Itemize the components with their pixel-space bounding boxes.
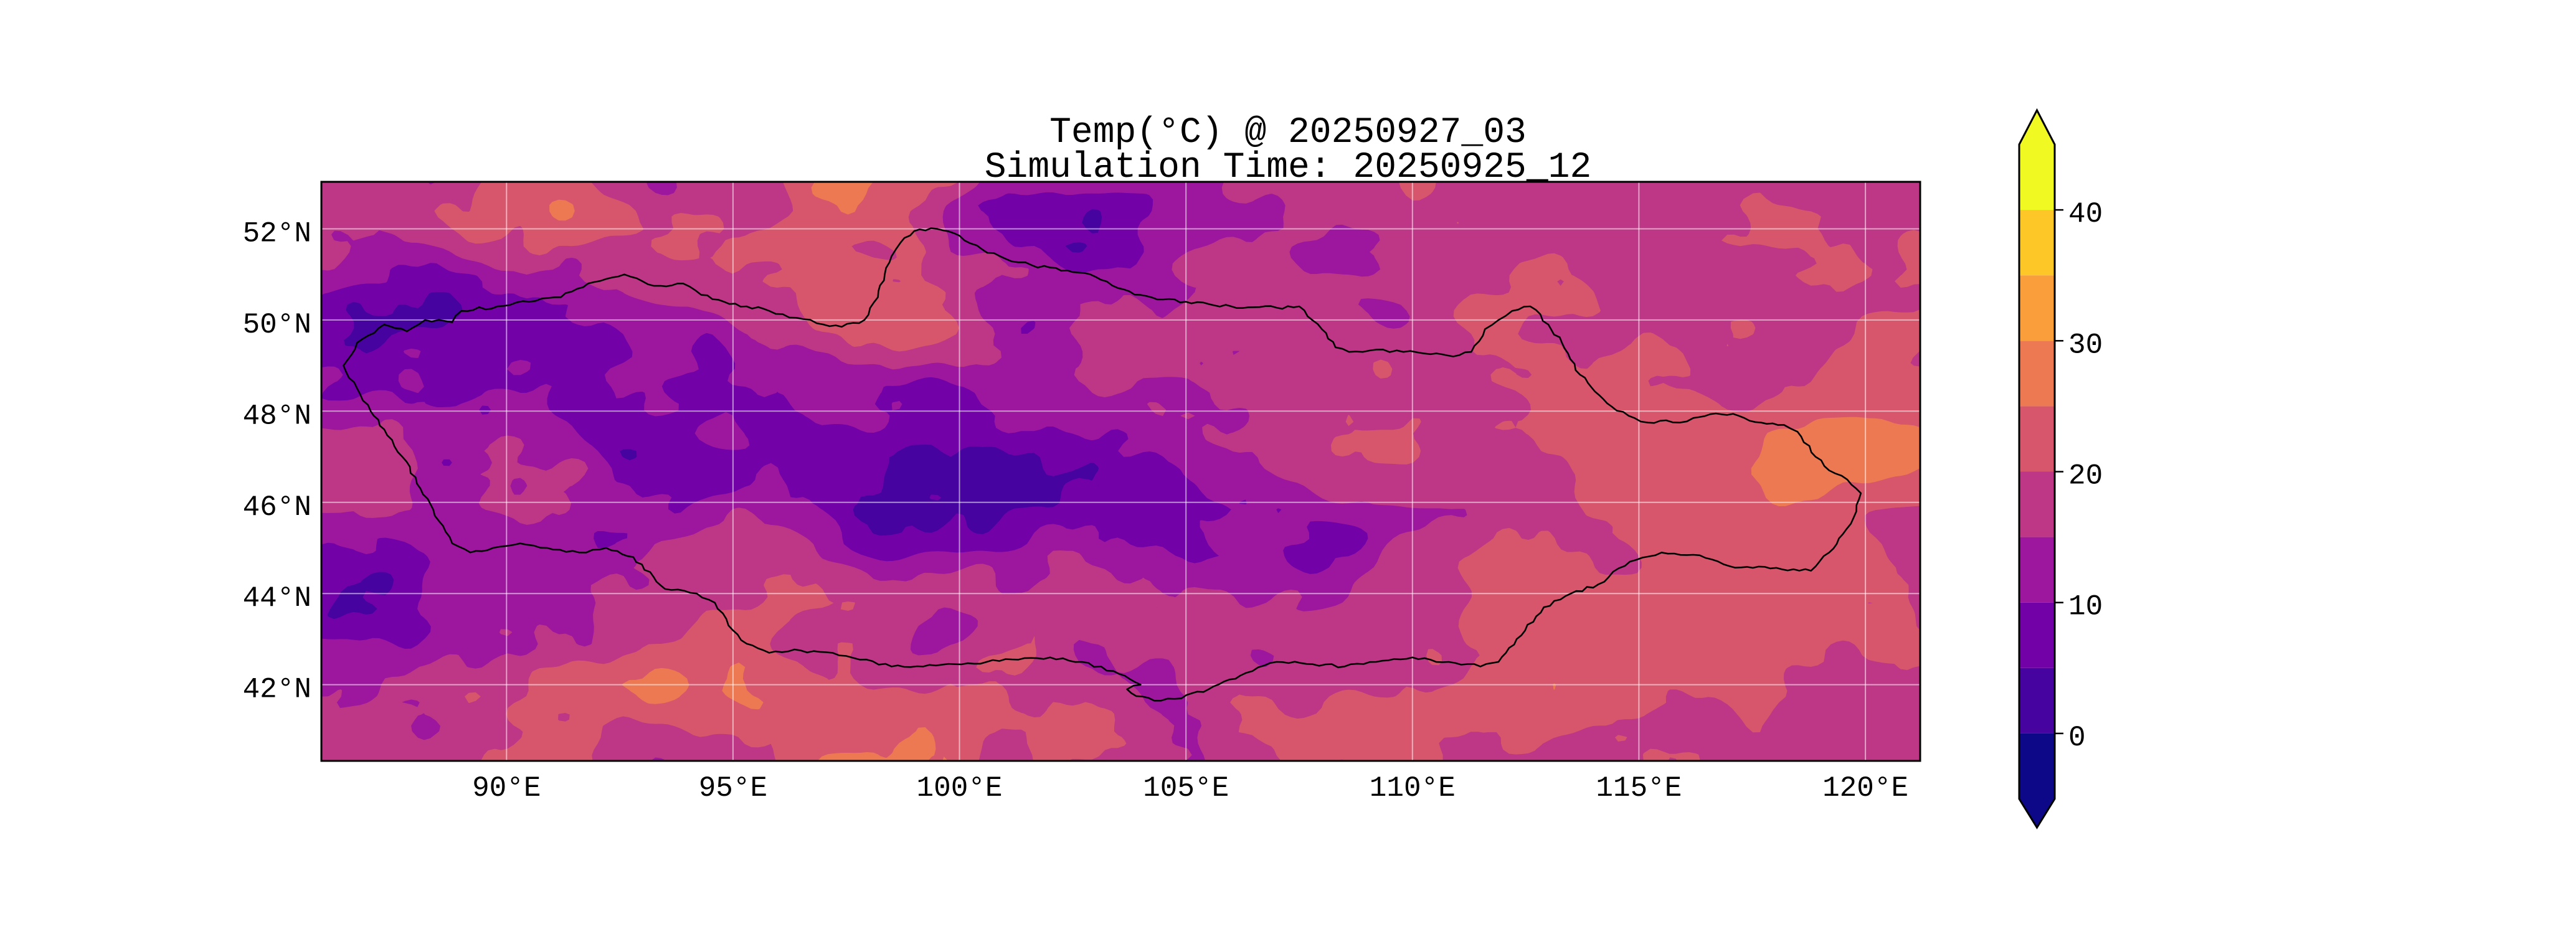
svg-text:20: 20 xyxy=(2068,460,2103,493)
svg-text:100°E: 100°E xyxy=(916,772,1002,804)
svg-text:10: 10 xyxy=(2068,591,2103,623)
svg-text:90°E: 90°E xyxy=(472,772,541,804)
svg-text:48°N: 48°N xyxy=(243,400,311,432)
svg-text:30: 30 xyxy=(2068,329,2103,361)
svg-text:50°N: 50°N xyxy=(243,309,311,341)
svg-text:110°E: 110°E xyxy=(1370,772,1456,804)
svg-text:95°E: 95°E xyxy=(699,772,767,804)
svg-text:44°N: 44°N xyxy=(243,582,311,615)
svg-text:105°E: 105°E xyxy=(1143,772,1229,804)
svg-text:115°E: 115°E xyxy=(1596,772,1682,804)
svg-text:0: 0 xyxy=(2068,722,2086,754)
svg-text:42°N: 42°N xyxy=(243,674,311,706)
svg-text:46°N: 46°N xyxy=(243,491,311,524)
svg-text:120°E: 120°E xyxy=(1822,772,1908,804)
svg-text:40: 40 xyxy=(2068,198,2103,230)
svg-text:52°N: 52°N xyxy=(243,218,311,250)
